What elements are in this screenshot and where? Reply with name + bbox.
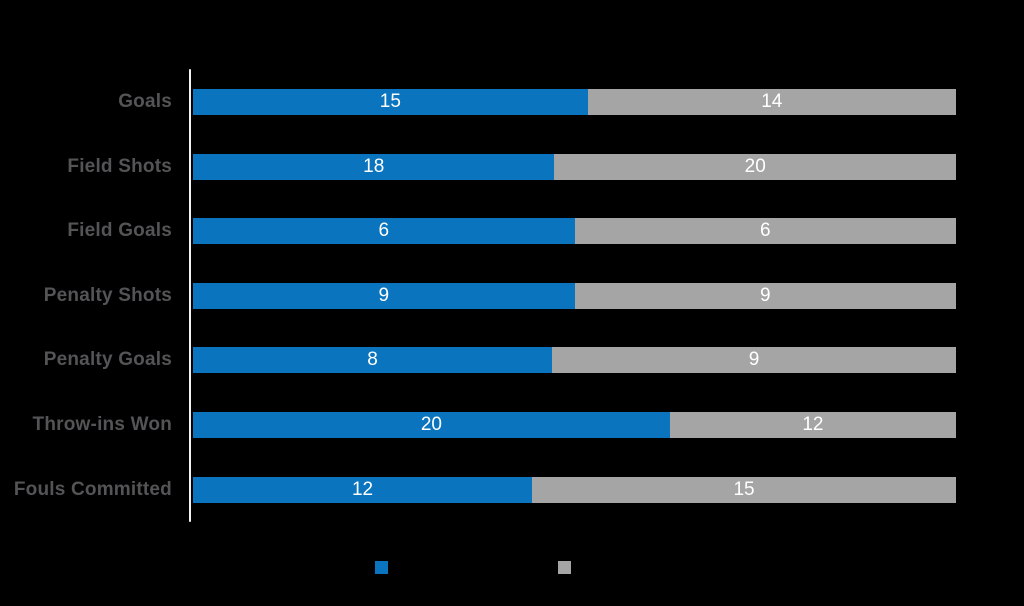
legend-swatch-blue-series	[375, 561, 388, 574]
stacked-bar: 15 14	[193, 89, 956, 115]
value-label: 18	[363, 155, 385, 177]
category-label: Penalty Shots	[43, 284, 172, 306]
y-axis-line	[189, 69, 191, 522]
legend	[0, 561, 1024, 575]
value-label: 20	[744, 155, 766, 177]
value-label: 6	[759, 220, 771, 242]
value-label: 15	[379, 91, 401, 112]
bar-segment-gray: 14	[587, 89, 956, 115]
bar-row: Fouls Committed 12 15	[0, 476, 1024, 503]
category-label: Fouls Committed	[13, 478, 172, 500]
stacked-bar: 12 15	[193, 476, 956, 503]
category-label: Field Shots	[67, 155, 172, 177]
stacked-bar: 20 12	[193, 412, 956, 438]
bar-segment-gray: 15	[532, 476, 956, 503]
value-label: 9	[378, 284, 390, 306]
bar-row: Throw-ins Won 20 12	[0, 412, 1024, 438]
value-label: 15	[733, 478, 755, 500]
bar-segment-gray: 12	[669, 412, 956, 438]
value-label: 14	[761, 91, 783, 112]
bar-segment-blue: 15	[193, 89, 588, 115]
bar-segment-gray: 20	[554, 153, 956, 180]
value-label: 8	[367, 349, 378, 371]
value-label: 9	[748, 349, 760, 371]
value-label: 6	[378, 220, 390, 242]
legend-swatch-gray-series	[558, 561, 571, 574]
category-label: Field Goals	[67, 220, 172, 242]
bar-row: Penalty Shots 9 9	[0, 282, 1024, 309]
value-label: 20	[420, 414, 442, 435]
category-label: Penalty Goals	[43, 349, 172, 371]
category-label: Goals	[118, 91, 172, 112]
bar-segment-blue: 12	[193, 476, 533, 503]
bar-segment-blue: 18	[193, 153, 555, 180]
bar-segment-blue: 20	[193, 412, 670, 438]
bar-segment-blue: 8	[193, 347, 553, 374]
value-label: 9	[759, 284, 771, 306]
bar-segment-blue: 9	[193, 282, 575, 309]
bar-segment-gray: 6	[574, 218, 956, 245]
bar-segment-gray: 9	[574, 282, 956, 309]
value-label: 12	[802, 414, 824, 435]
bar-row: Penalty Goals 8 9	[0, 347, 1024, 374]
stacked-bar: 18 20	[193, 153, 956, 180]
bar-segment-blue: 6	[193, 218, 575, 245]
bar-segment-gray: 9	[552, 347, 956, 374]
bar-row: Field Shots 18 20	[0, 153, 1024, 180]
bar-row: Field Goals 6 6	[0, 218, 1024, 245]
value-label: 12	[351, 478, 374, 500]
category-label: Throw-ins Won	[32, 414, 172, 435]
bar-row: Goals 15 14	[0, 89, 1024, 115]
